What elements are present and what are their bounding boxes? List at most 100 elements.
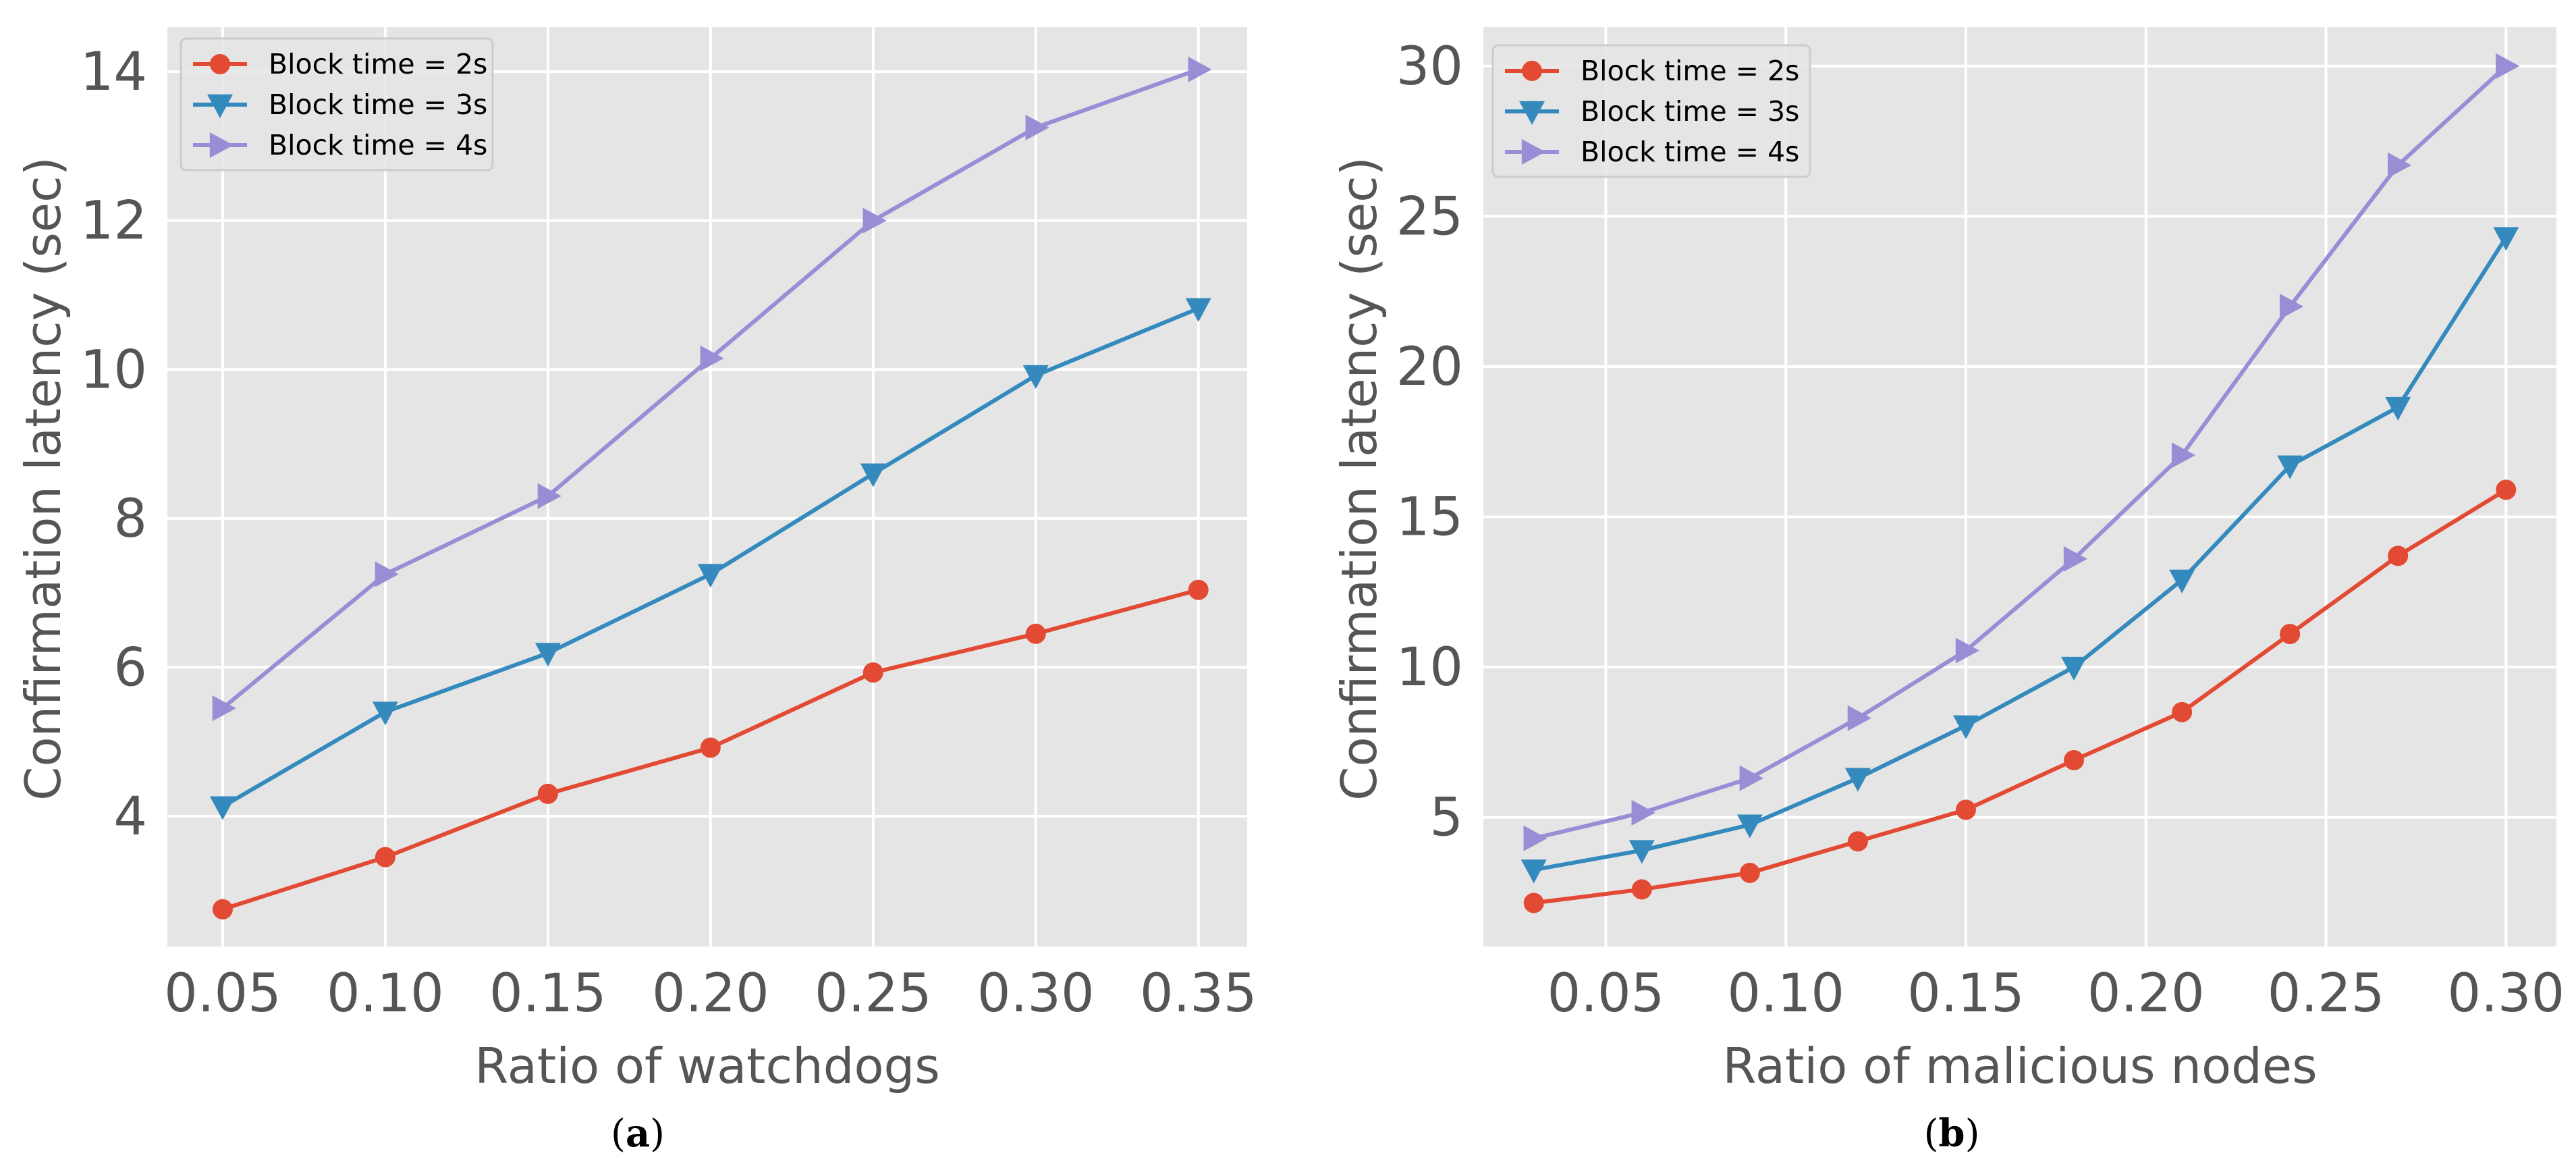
- data-point: [1025, 623, 1046, 644]
- y-tick-label: 14: [80, 42, 147, 103]
- data-point: [2388, 152, 2412, 178]
- legend-label: Block time = 3s: [1581, 95, 1799, 128]
- grid-a: [167, 27, 1247, 947]
- legend-label: Block time = 4s: [269, 129, 487, 161]
- y-tick-label: 30: [1396, 36, 1463, 97]
- y-tick-label: 10: [80, 340, 147, 400]
- x-tick-label: 0.10: [327, 963, 444, 1024]
- data-point: [700, 345, 724, 371]
- legend-label: Block time = 3s: [269, 88, 487, 121]
- data-point: [2496, 479, 2517, 500]
- legend-label: Block time = 2s: [269, 48, 487, 80]
- legend-marker: [207, 94, 233, 118]
- data-point: [535, 643, 561, 667]
- data-point: [1847, 831, 1868, 852]
- data-point: [862, 207, 887, 234]
- caption-a: (a): [611, 1111, 665, 1156]
- data-point: [1025, 114, 1049, 140]
- data-point: [375, 561, 399, 587]
- x-tick-label: 0.05: [1547, 963, 1665, 1024]
- data-point: [209, 796, 236, 820]
- data-point: [212, 899, 233, 920]
- y-tick-label: 10: [1396, 637, 1463, 698]
- data-point: [2277, 455, 2303, 479]
- data-point: [212, 695, 236, 722]
- caption-letter-a: a: [626, 1111, 650, 1156]
- data-point: [1955, 637, 1979, 664]
- data-point: [1523, 893, 1544, 913]
- legend-marker: [210, 54, 230, 74]
- data-point: [1523, 825, 1547, 851]
- data-point: [2064, 750, 2085, 771]
- series-a: [209, 56, 1212, 920]
- series-line: [1533, 487, 2507, 905]
- data-point: [2171, 442, 2196, 469]
- legend-box: [180, 37, 494, 171]
- y-tick-label: 8: [113, 489, 147, 550]
- x-tick-label: 0.20: [2087, 963, 2205, 1024]
- data-point: [1631, 799, 1655, 826]
- x-axis-label-b: Ratio of malicious nodes: [1722, 1038, 2317, 1094]
- legend-b: Block time = 2s Block time = 3s Block time…: [1491, 44, 1811, 178]
- x-tick-label: 0.10: [1727, 963, 1844, 1024]
- x-tick-label: 0.20: [652, 963, 769, 1024]
- data-point: [1188, 579, 1209, 600]
- legend-marker: [209, 132, 234, 158]
- x-tick-label: 0.30: [977, 963, 1095, 1024]
- x-tick-label: 0.25: [815, 963, 932, 1024]
- data-point: [2493, 227, 2519, 251]
- series-line: [1533, 64, 2508, 841]
- x-tick-label: 0.15: [1907, 963, 2025, 1024]
- data-point: [1185, 298, 1211, 322]
- data-point: [1739, 765, 1763, 791]
- data-point: [700, 737, 721, 758]
- data-point: [2172, 701, 2193, 722]
- data-point: [2063, 545, 2087, 572]
- data-point: [1520, 859, 1547, 884]
- data-point: [1628, 840, 1655, 864]
- data-point: [697, 564, 723, 588]
- plot-area-b: [1483, 27, 2556, 947]
- y-tick-label: 15: [1396, 487, 1463, 548]
- legend-a: Block time = 2s Block time = 3s Block time…: [180, 37, 494, 171]
- y-tick-labels-b: 5 10 15 20 25 30: [1396, 36, 1463, 849]
- y-tick-label: 12: [80, 191, 147, 252]
- y-tick-label: 6: [113, 637, 147, 698]
- data-point: [2280, 624, 2301, 645]
- x-tick-label: 0.35: [1140, 963, 1257, 1024]
- data-point: [860, 463, 886, 487]
- y-tick-label: 25: [1396, 186, 1463, 247]
- y-tick-labels-a: 4 6 8 10 12 14: [80, 42, 147, 847]
- x-tick-label: 0.30: [2447, 963, 2565, 1024]
- data-point: [2385, 396, 2411, 421]
- chart-a: 0.05 0.10 0.15 0.20 0.25 0.30 0.35 4 6 8 10 12 14 B…: [15, 27, 1257, 1156]
- data-point: [1739, 862, 1760, 883]
- x-axis-label-a: Ratio of watchdogs: [474, 1038, 939, 1094]
- data-point: [1022, 365, 1049, 390]
- y-tick-label: 4: [113, 787, 147, 847]
- series-line: [1533, 236, 2508, 872]
- data-point: [1955, 799, 1976, 820]
- x-tick-labels-b: 0.05 0.10 0.15 0.20 0.25 0.30: [1547, 963, 2565, 1024]
- caption-b: (b): [1924, 1111, 1980, 1156]
- data-point: [375, 847, 395, 868]
- legend-label: Block time = 4s: [1581, 136, 1799, 168]
- x-tick-labels-a: 0.05 0.10 0.15 0.20 0.25 0.30 0.35: [164, 963, 1257, 1024]
- y-tick-label: 20: [1396, 337, 1463, 398]
- legend-marker: [1521, 139, 1545, 165]
- data-point: [537, 483, 561, 509]
- data-point: [1952, 715, 1979, 739]
- x-tick-label: 0.15: [489, 963, 607, 1024]
- data-point: [372, 701, 398, 726]
- data-point: [2169, 569, 2195, 593]
- data-point: [1847, 705, 1871, 731]
- data-point: [2388, 545, 2409, 566]
- data-point: [2496, 53, 2520, 79]
- data-point: [1736, 814, 1763, 838]
- chart-b: 0.05 0.10 0.15 0.20 0.25 0.30 5 10 15 20 25 30 Blo…: [1331, 27, 2565, 1156]
- data-point: [2279, 293, 2304, 319]
- legend-marker: [1522, 61, 1542, 81]
- data-point: [862, 662, 883, 683]
- y-axis-label-b: Confirmation latency (sec): [1331, 157, 1388, 801]
